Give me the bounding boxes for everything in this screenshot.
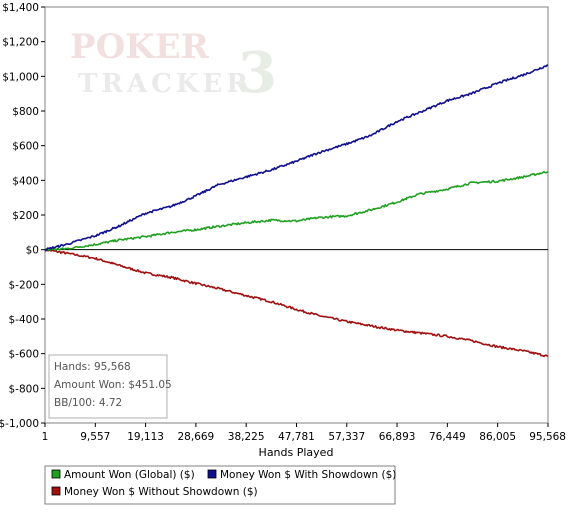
y-tick-label: $800 [12,106,39,118]
y-tick-label: $200 [12,210,39,222]
watermark-line1: POKER [70,27,210,67]
stats-bb100: BB/100: 4.72 [54,397,122,409]
plot-area [44,6,549,424]
y-tick-label: $-200 [8,279,39,291]
x-tick-label: 86,005 [479,431,516,443]
legend-swatch [207,469,217,479]
stats-box: Hands: 95,568 Amount Won: $451.05 BB/100… [48,354,172,419]
y-tick-label: $-800 [8,383,39,395]
x-tick-label: 47,781 [278,431,315,443]
legend-swatch [51,486,61,496]
stats-box-frame [48,354,168,419]
stats-amount-won: Amount Won: $451.05 [54,379,172,391]
legend: Amount Won (Global) ($) Money Won $ With … [44,465,396,505]
watermark-mark: 3 [238,40,277,106]
series-layer [44,64,549,358]
y-axis: $1,400 $1,200 $1,000 $800 $600 $400 $200 $0 $-20… [0,2,45,430]
watermark-line2: TRACKER [78,69,252,99]
x-tick-label: 9,557 [80,431,110,443]
y-tick-label: $-1,000 [0,418,39,430]
y-tick-label: $0 [26,245,39,257]
x-axis: 1 9,557 19,113 28,669 38,225 47,781 57,337 66,8… [42,423,566,443]
legend-label: Money Won $ With Showdown ($) [220,469,396,481]
series-line-0 [44,170,549,251]
x-tick-label: 38,225 [228,431,265,443]
series-line-1 [44,64,549,251]
y-tick-label: $1,400 [2,2,39,14]
x-tick-label: 95,568 [529,431,566,443]
x-axis-title: Hands Played [259,446,334,459]
y-tick-label: $-600 [8,349,39,361]
x-tick-label: 76,449 [429,431,466,443]
y-tick-label: $1,200 [2,37,39,49]
legend-swatch [51,469,61,479]
x-tick-label: 28,669 [178,431,215,443]
poker-tracker-watermark: POKER TRACKER 3 [70,27,277,106]
stats-hands: Hands: 95,568 [54,361,131,373]
x-tick-label: 66,893 [379,431,416,443]
series-line-2 [44,248,549,358]
y-tick-label: $400 [12,175,39,187]
legend-label: Amount Won (Global) ($) [64,469,195,481]
legend-frame [44,465,396,505]
x-tick-label: 57,337 [328,431,365,443]
x-tick-label: 19,113 [127,431,164,443]
y-tick-label: $1,000 [2,71,39,83]
x-tick-label: 1 [42,431,49,443]
legend-label: Money Won $ Without Showdown ($) [64,486,258,498]
y-tick-label: $600 [12,141,39,153]
y-tick-label: $-400 [8,314,39,326]
